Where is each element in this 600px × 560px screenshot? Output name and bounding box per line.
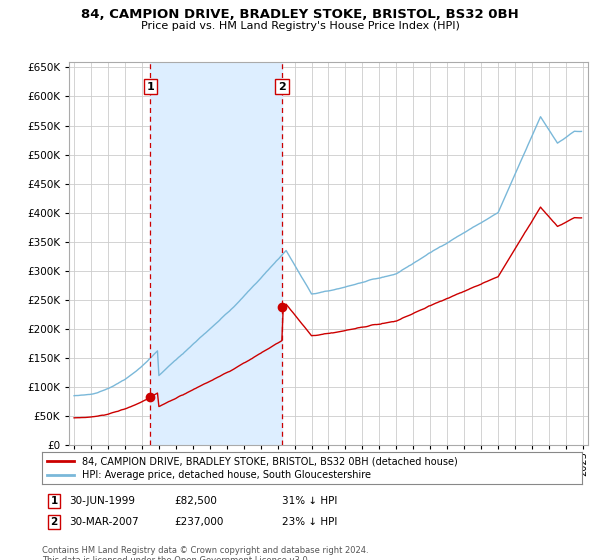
Text: 2: 2: [50, 517, 58, 527]
Text: Contains HM Land Registry data © Crown copyright and database right 2024.
This d: Contains HM Land Registry data © Crown c…: [42, 546, 368, 560]
Bar: [151, 62, 282, 445]
Text: 1: 1: [146, 82, 154, 91]
Text: 23% ↓ HPI: 23% ↓ HPI: [282, 517, 337, 527]
Text: 30-MAR-2007: 30-MAR-2007: [69, 517, 139, 527]
Text: £237,000: £237,000: [174, 517, 223, 527]
Text: 84, CAMPION DRIVE, BRADLEY STOKE, BRISTOL, BS32 0BH: 84, CAMPION DRIVE, BRADLEY STOKE, BRISTO…: [81, 8, 519, 21]
Text: 31% ↓ HPI: 31% ↓ HPI: [282, 496, 337, 506]
Text: 84, CAMPION DRIVE, BRADLEY STOKE, BRISTOL, BS32 0BH (detached house): 84, CAMPION DRIVE, BRADLEY STOKE, BRISTO…: [83, 456, 458, 466]
Text: Price paid vs. HM Land Registry's House Price Index (HPI): Price paid vs. HM Land Registry's House …: [140, 21, 460, 31]
Text: 1: 1: [50, 496, 58, 506]
Text: 30-JUN-1999: 30-JUN-1999: [69, 496, 135, 506]
Text: £82,500: £82,500: [174, 496, 217, 506]
Text: HPI: Average price, detached house, South Gloucestershire: HPI: Average price, detached house, Sout…: [83, 470, 371, 480]
Text: 2: 2: [278, 82, 286, 91]
